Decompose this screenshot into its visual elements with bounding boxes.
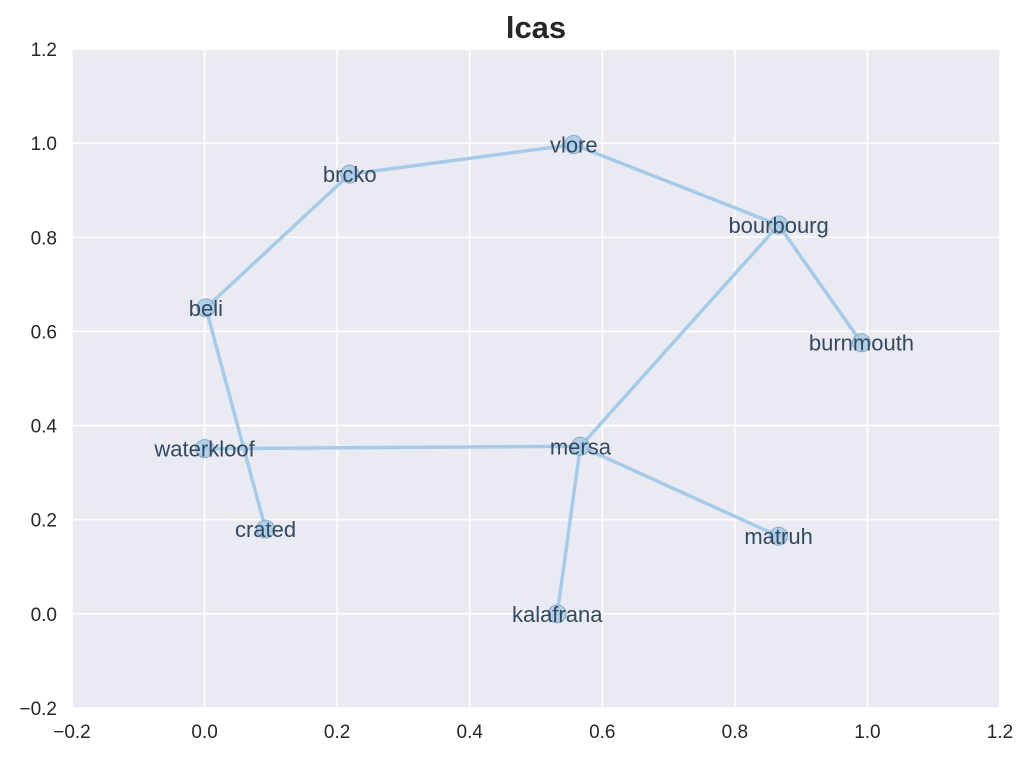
node-waterkloof [195,439,215,459]
nodes [195,135,871,624]
y-tick-label: 0.2 [31,511,57,532]
y-tick-label: −0.2 [19,699,57,720]
x-tick-label: 0.6 [589,722,615,743]
y-axis-ticks: −0.2 0.0 0.2 0.4 0.6 0.8 1.0 1.2 [19,40,57,720]
node-label-brcko: brcko [323,162,377,187]
edge-brcko-vlore [347,142,576,176]
node-label-beli: beli [189,296,223,321]
node-label-waterkloof: waterkloof [153,437,255,462]
node-label-vlore: vlore [550,133,598,158]
node-bourbourg [769,215,789,235]
edge-beli-brcko [204,172,352,310]
node-burnmouth [851,333,871,353]
node-labels: vlore brcko bourbourg beli burnmouth waterklo… [153,133,914,627]
node-mersa [570,436,590,456]
x-tick-label: 1.0 [854,722,880,743]
node-label-crated: crated [235,517,296,542]
grid-lines [71,48,1001,709]
node-brcko [340,164,360,184]
edge-bourbourg-mersa [578,223,781,449]
x-tick-label: −0.2 [53,722,91,743]
x-axis-ticks: −0.2 0.0 0.2 0.4 0.6 0.8 1.0 1.2 [53,722,1013,743]
y-tick-label: 1.2 [31,40,57,61]
edge-waterkloof-mersa [202,444,583,451]
chart-title: lcas [506,10,566,45]
node-label-kalafrana: kalafrana [512,602,603,627]
node-beli [196,298,216,318]
x-tick-label: 1.2 [987,722,1013,743]
y-tick-label: 0.4 [31,417,58,438]
x-tick-label: 0.4 [457,722,484,743]
y-tick-label: 0.8 [31,228,57,249]
edge-mersa-kalafrana [555,444,583,616]
edge-mersa-matruh [578,444,781,538]
x-tick-label: 0.8 [722,722,748,743]
node-label-bourbourg: bourbourg [728,213,828,238]
edges [202,142,864,616]
y-tick-label: 1.0 [31,134,57,155]
edge-bourbourg-burnmouth [776,223,864,345]
edge-vlore-bourbourg [572,142,781,227]
node-label-mersa: mersa [550,434,612,459]
node-crated [256,519,276,539]
node-kalafrana [547,604,567,624]
node-label-matruh: matruh [744,524,812,549]
x-tick-label: 0.2 [324,722,350,743]
y-tick-label: 0.6 [31,322,57,343]
node-vlore [564,135,584,155]
edge-beli-crated [204,306,268,531]
node-matruh [769,526,789,546]
node-label-burnmouth: burnmouth [809,331,914,356]
y-tick-label: 0.0 [31,605,57,626]
x-tick-label: 0.0 [191,722,217,743]
